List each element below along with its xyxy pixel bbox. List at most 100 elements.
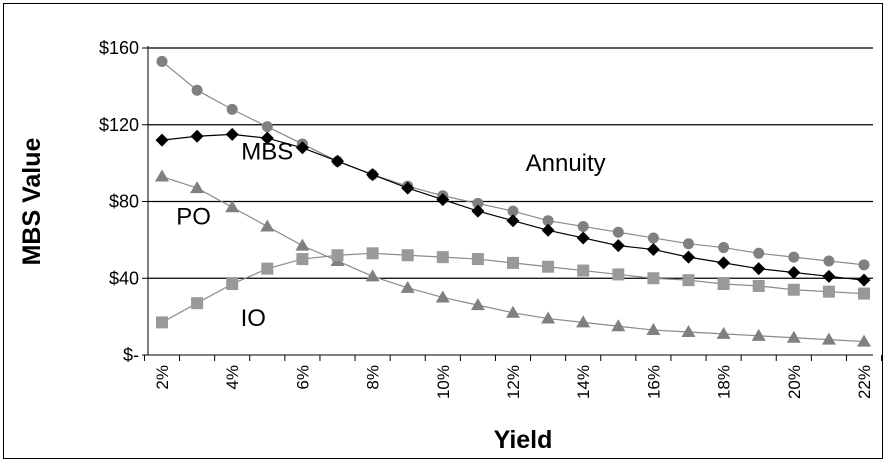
point-annuity-9: [472, 197, 484, 209]
point-mbs-2: [225, 127, 239, 141]
point-io-15: [682, 274, 695, 287]
point-io-20: [858, 287, 870, 300]
point-po-8: [435, 290, 450, 303]
point-po-3: [260, 219, 275, 232]
point-io-13: [612, 268, 625, 281]
point-annuity-12: [577, 220, 589, 232]
point-io-7: [401, 249, 414, 262]
point-mbs-15: [682, 250, 695, 264]
point-po-18: [786, 330, 801, 343]
point-po-7: [400, 280, 415, 293]
x-tick-label-3: 8%: [364, 365, 383, 390]
point-mbs-17: [752, 262, 766, 276]
point-mbs-1: [190, 129, 204, 143]
point-po-19: [821, 332, 836, 345]
point-io-6: [366, 247, 379, 260]
point-io-0: [156, 316, 168, 329]
point-annuity-15: [683, 238, 694, 250]
point-mbs-18: [787, 265, 801, 279]
axes: [142, 46, 883, 361]
annotation-po: PO: [176, 204, 211, 231]
point-io-8: [436, 251, 449, 264]
point-po-10: [506, 305, 520, 318]
annotation-mbs: MBS: [241, 138, 293, 165]
point-mbs-4: [295, 141, 309, 155]
point-mbs-9: [471, 204, 485, 218]
point-annuity-18: [788, 251, 800, 263]
y-axis-title: MBS Value: [18, 137, 46, 265]
point-mbs-20: [857, 273, 871, 287]
y-tick-label-1: $40: [109, 268, 139, 288]
point-annuity-14: [647, 232, 659, 244]
point-io-19: [822, 285, 835, 298]
point-mbs-10: [506, 214, 520, 228]
x-axis-title: Yield: [494, 426, 553, 454]
point-io-2: [226, 278, 239, 291]
point-io-4: [296, 253, 309, 266]
point-io-18: [787, 283, 800, 296]
point-po-4: [295, 238, 310, 251]
point-mbs-7: [401, 181, 415, 195]
annotation-annuity: Annuity: [526, 150, 606, 177]
x-tick-label-5: 12%: [504, 365, 523, 399]
x-tick-label-9: 20%: [785, 365, 804, 399]
point-mbs-6: [366, 168, 380, 182]
point-mbs-16: [717, 256, 731, 270]
point-annuity-17: [753, 247, 765, 259]
series-group: [155, 55, 871, 347]
x-tick-label-0: 2%: [153, 365, 172, 390]
point-io-9: [471, 253, 484, 266]
point-annuity-10: [507, 205, 519, 217]
point-mbs-13: [611, 239, 625, 253]
point-po-14: [646, 323, 661, 336]
point-po-11: [541, 311, 556, 324]
point-mbs-5: [331, 154, 344, 168]
point-annuity-19: [823, 255, 835, 267]
point-po-1: [190, 181, 205, 194]
point-po-16: [716, 326, 731, 339]
point-io-3: [261, 262, 274, 275]
point-annuity-3: [261, 121, 273, 133]
point-mbs-11: [541, 223, 555, 237]
chart-frame: [3, 3, 883, 459]
point-annuity-1: [191, 84, 203, 96]
point-mbs-19: [822, 269, 836, 283]
point-po-13: [611, 319, 626, 332]
y-tick-labels: $- $40 $80 $120 $160: [99, 38, 139, 365]
x-tick-label-2: 6%: [293, 365, 312, 390]
point-po-9: [470, 298, 485, 311]
point-io-16: [717, 278, 730, 291]
x-tick-label-4: 10%: [434, 365, 453, 399]
point-po-12: [576, 315, 591, 328]
point-po-0: [155, 169, 169, 182]
annotations: MBS Annuity PO IO: [176, 138, 605, 332]
x-tick-label-8: 18%: [715, 365, 734, 399]
point-mbs-0: [155, 133, 169, 147]
point-annuity-16: [718, 242, 730, 254]
x-tick-labels: 2% 4% 6% 8% 10% 12% 14% 16% 18% 20% 22%: [153, 365, 874, 399]
point-io-14: [647, 272, 660, 285]
point-mbs-12: [576, 231, 590, 245]
point-io-12: [577, 264, 590, 277]
annotation-io: IO: [241, 305, 266, 332]
y-tick-label-3: $120: [99, 115, 139, 135]
point-annuity-2: [226, 103, 238, 115]
x-tick-label-7: 16%: [644, 365, 663, 399]
point-po-15: [681, 324, 696, 337]
point-annuity-0: [156, 55, 168, 67]
point-mbs-8: [436, 193, 450, 207]
point-annuity-11: [542, 215, 554, 227]
x-tick-label-10: 22%: [855, 365, 874, 399]
point-annuity-13: [612, 226, 624, 238]
point-io-1: [191, 297, 204, 310]
x-tick-label-6: 14%: [574, 365, 593, 399]
point-io-11: [542, 260, 555, 273]
point-io-10: [507, 256, 519, 269]
point-mbs-14: [646, 242, 660, 256]
x-tick-label-1: 4%: [223, 365, 242, 390]
point-io-17: [752, 279, 765, 292]
point-po-17: [751, 328, 766, 341]
point-po-6: [365, 269, 380, 282]
point-po-2: [225, 200, 240, 213]
